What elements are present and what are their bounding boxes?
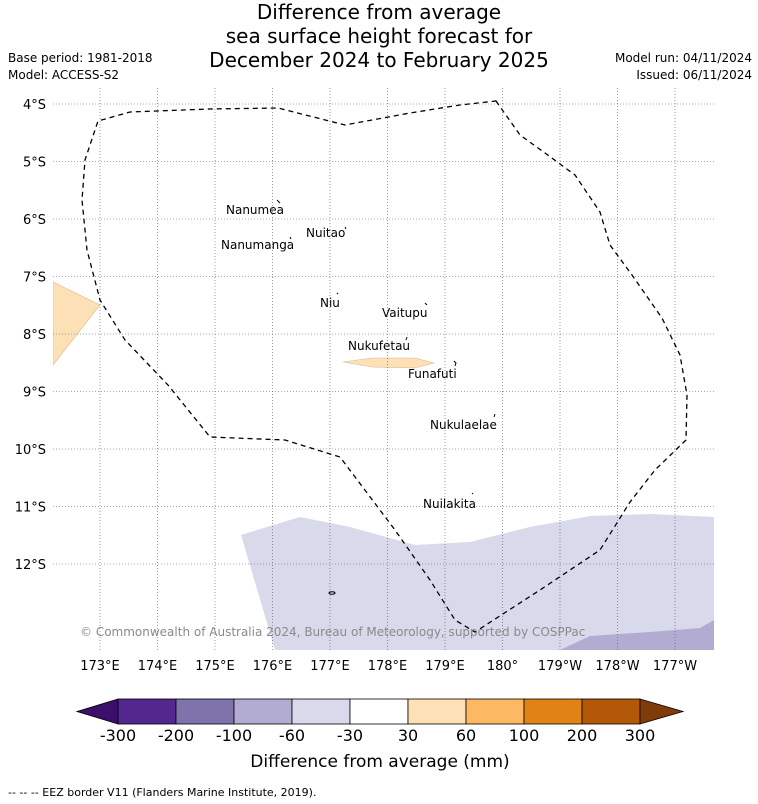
lat-label: 11°S [15,501,46,516]
colorbar-under-arrow [75,698,119,725]
lon-label: 177°W [653,659,697,674]
anomaly-region-positive-west [53,281,101,366]
lat-label: 9°S [23,386,46,401]
lon-label: 178°W [595,659,639,674]
meta-left: Base period: 1981-2018 Model: ACCESS-S2 [8,50,153,84]
colorbar-segment [233,698,293,725]
lon-label: 179°E [425,659,465,674]
base-period: Base period: 1981-2018 [8,51,153,65]
colorbar-title: Difference from average (mm) [250,752,509,772]
map-area: Nanumea Nuitao Nanumanga Niu Vaitupu Nuk… [53,88,714,650]
lon-label: 177°E [310,659,350,674]
island-mark-nuilakita [471,492,474,495]
colorbar-tick-label: -100 [216,726,252,745]
lat-label: 5°S [23,156,46,171]
issued-date: Issued: 06/11/2024 [636,68,752,82]
colorbar-over-arrow [639,698,685,725]
lat-label: 10°S [15,443,46,458]
title-line-1: Difference from average [256,0,502,24]
island-label-nuitao: Nuitao [306,226,345,240]
colorbar-segment [117,698,177,725]
meta-right: Model run: 04/11/2024 Issued: 06/11/2024 [615,50,752,84]
lat-label: 7°S [23,271,46,286]
island-mark-niu [336,292,339,295]
chart-title: Difference from average sea surface heig… [0,0,758,72]
colorbar-segment [407,698,467,725]
island-mark-vaitupu [424,302,428,306]
island-mark-nukufetau [405,336,408,341]
island-mark-funafuti [453,360,457,367]
island-label-funafuti: Funafuti [408,367,457,381]
island-label-nukufetau: Nukufetau [348,339,410,353]
colorbar-segment [465,698,525,725]
lon-label: 174°E [138,659,178,674]
colorbar: -300 -200 -100 -60 -30 30 60 100 200 300 [75,698,685,745]
title-line-2: sea surface height forecast for [225,24,533,48]
gridlines [53,88,714,650]
lat-label: 4°S [23,98,46,113]
lat-label: 6°S [23,213,46,228]
lat-label: 12°S [15,558,46,573]
island-label-nanumanga: Nanumanga [221,238,294,252]
colorbar-tick-label: -200 [158,726,194,745]
island-label-nukulaelae: Nukulaelae [430,418,497,432]
colorbar-tick-label: -60 [279,726,305,745]
copyright-notice: © Commonwealth of Australia 2024, Bureau… [80,625,585,639]
island-label-nanumea: Nanumea [226,203,284,217]
island-marks [276,199,496,595]
longitude-labels: 173°E 174°E 175°E 176°E 177°E 178°E 179°E 180° 1… [80,659,697,674]
colorbar-tick-label: 200 [567,726,598,745]
colorbar-segment [581,698,641,725]
latitude-labels: 4°S 5°S 6°S 7°S 8°S 9°S 10°S 11°S 12°S [15,98,46,573]
colorbar-tick-label: 30 [398,726,418,745]
anomaly-region-positive-funafuti [342,357,436,369]
colorbar-tick-label: 300 [625,726,656,745]
island-mark-south [328,591,336,595]
lat-label: 8°S [23,328,46,343]
island-label-vaitupu: Vaitupu [382,306,428,320]
anomaly-region-negative-south [241,514,714,650]
island-label-niu: Niu [320,296,340,310]
island-mark-nuitao [344,226,347,230]
anomaly-region-negative-southeast [560,620,714,650]
island-mark-nanumea [276,199,281,204]
eez-footnote: -- -- -- EEZ border V11 (Flanders Marine… [8,786,317,799]
title-line-3: December 2024 to February 2025 [209,48,549,72]
colorbar-tick-label: 100 [509,726,540,745]
island-label-nuilakita: Nuilakita [423,497,476,511]
colorbar-segment [291,698,351,725]
lon-label: 179°W [538,659,582,674]
island-mark-nukulaelae [493,413,496,418]
island-labels: Nanumea Nuitao Nanumanga Niu Vaitupu Nuk… [221,203,497,511]
colorbar-segment [175,698,235,725]
colorbar-tick-label: -300 [100,726,136,745]
colorbar-segment [523,698,583,725]
lon-label: 173°E [80,659,120,674]
model-run: Model run: 04/11/2024 [614,51,752,65]
model-name: Model: ACCESS-S2 [8,68,120,82]
colorbar-tick-label: -30 [337,726,363,745]
lon-label: 180° [487,659,518,674]
lon-label: 178°E [368,659,408,674]
lon-label: 175°E [195,659,235,674]
colorbar-tick-label: 60 [456,726,476,745]
island-mark-nanumanga [289,236,292,240]
lon-label: 176°E [253,659,293,674]
colorbar-segment [349,698,409,725]
eez-border [81,100,688,633]
